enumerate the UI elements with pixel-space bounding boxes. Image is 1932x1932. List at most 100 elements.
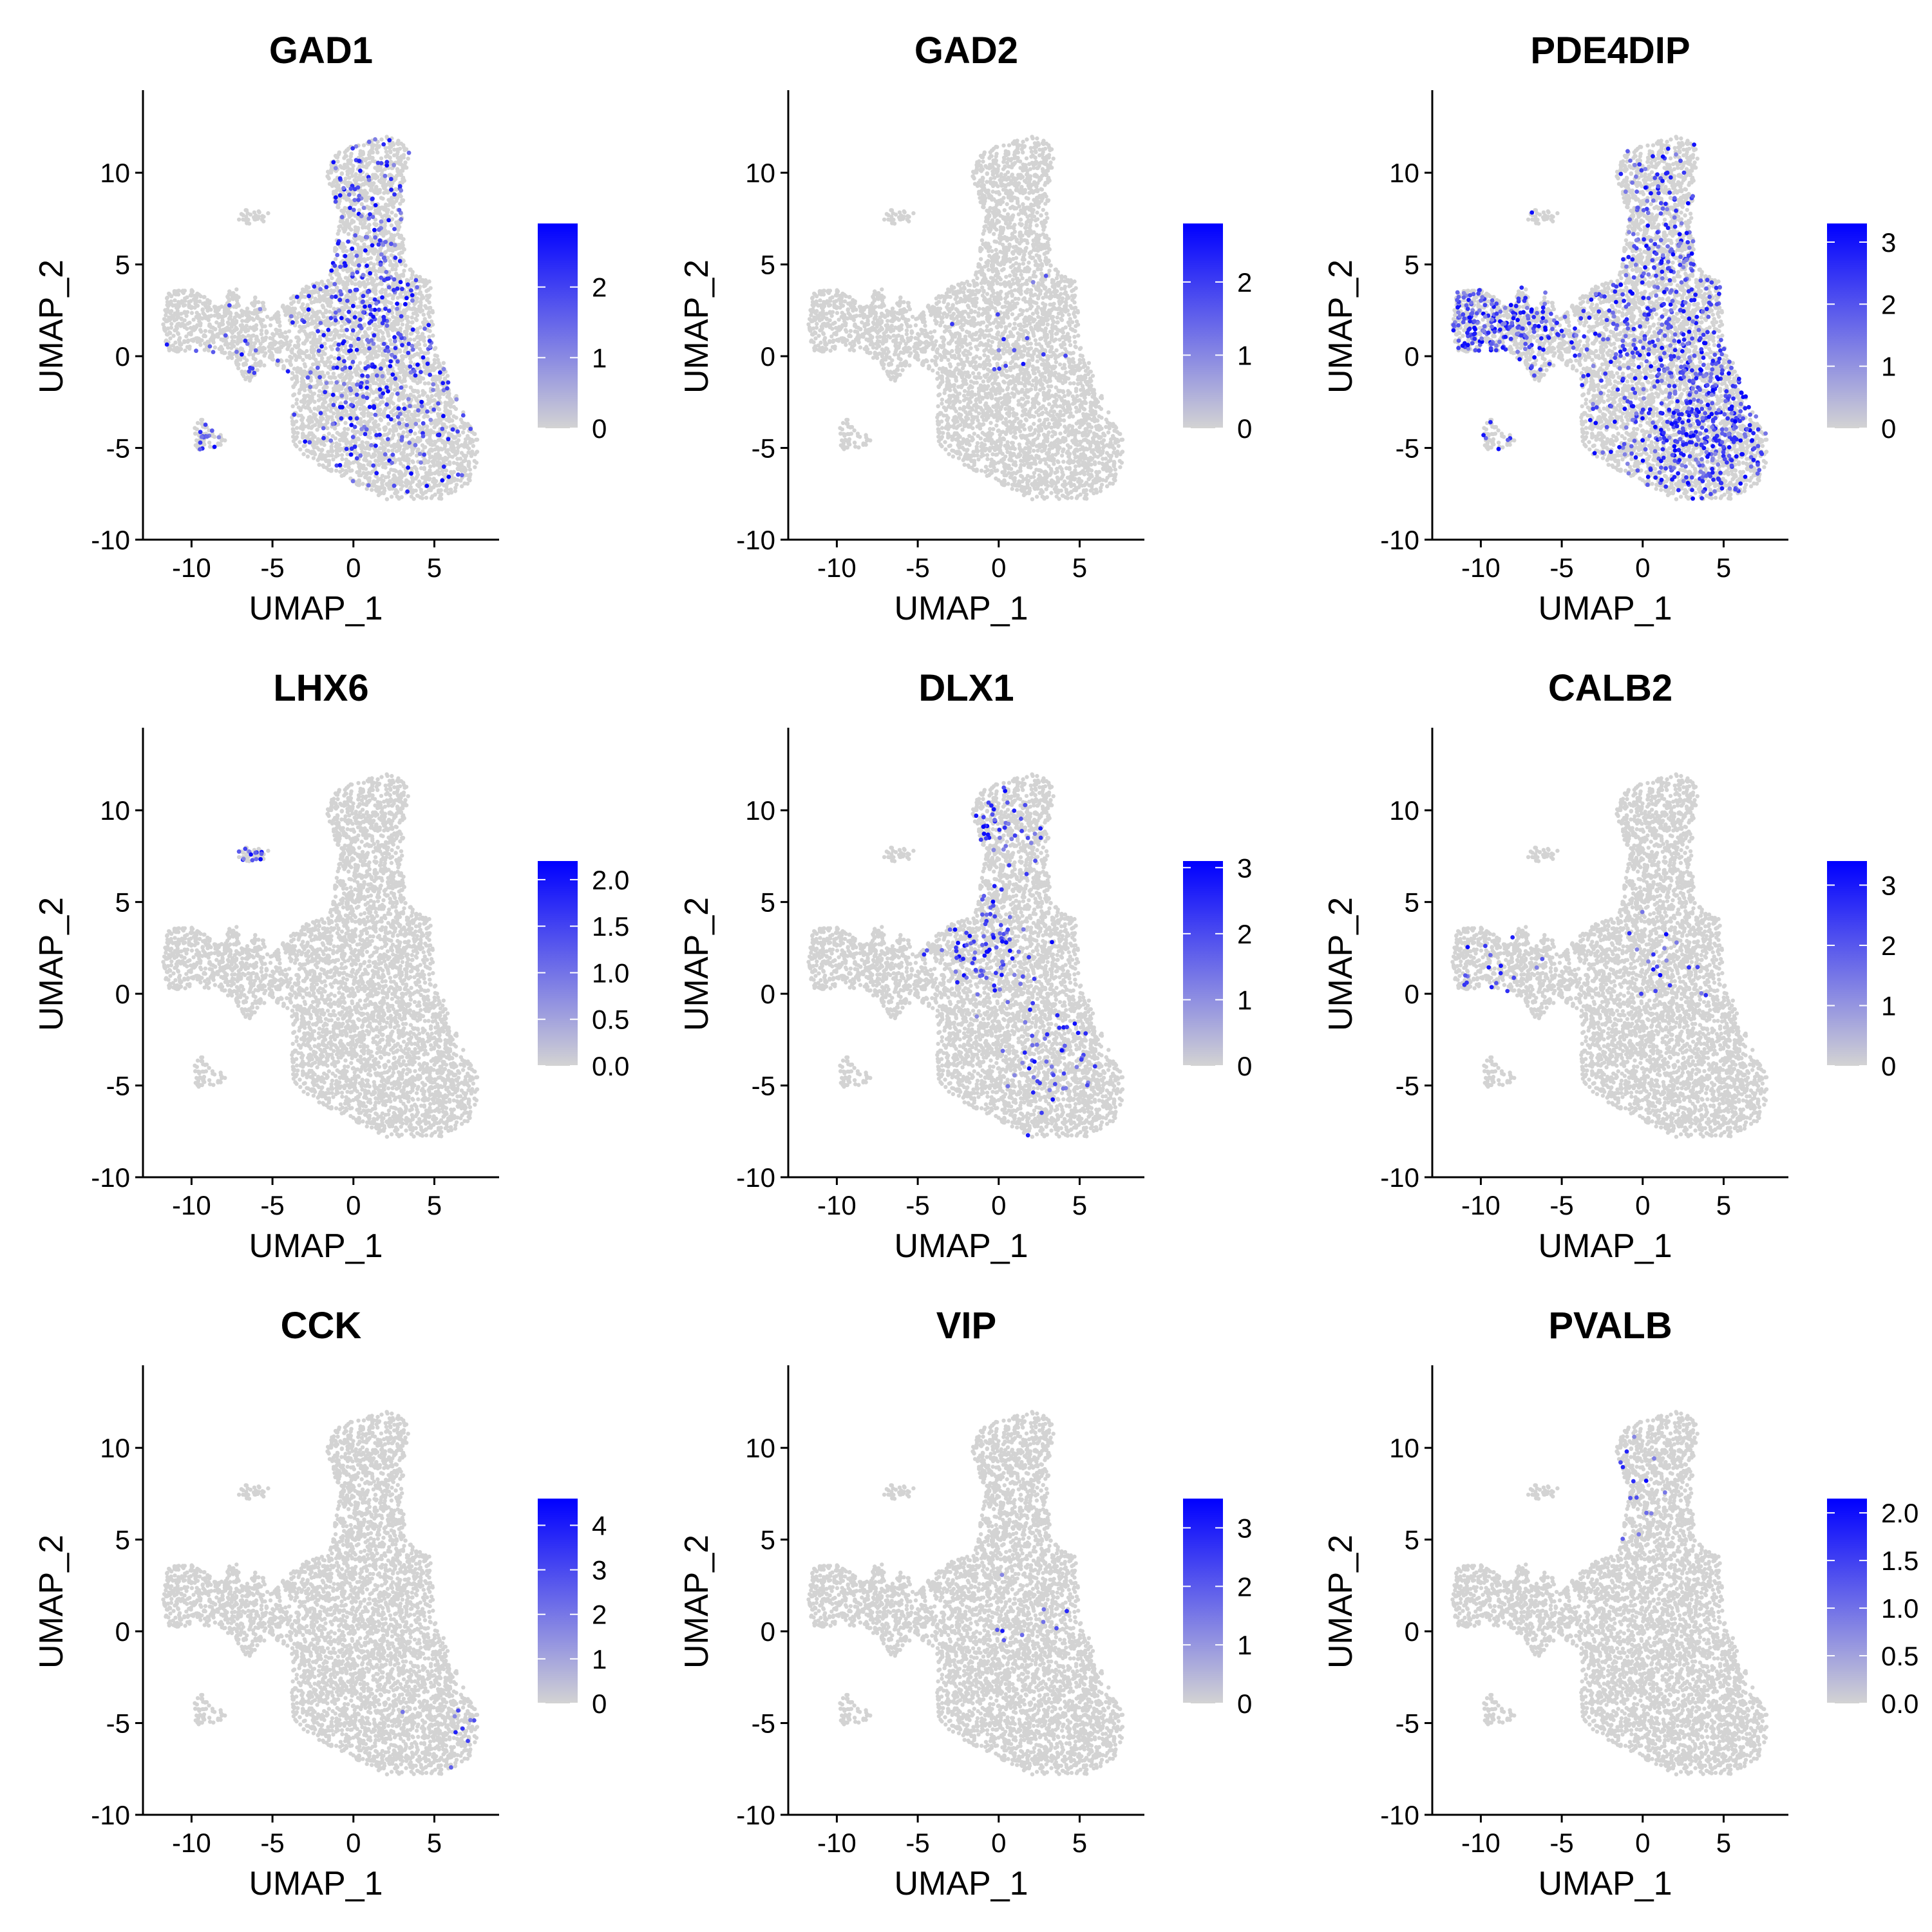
expressing-cell [419,400,424,404]
cell-point [223,304,227,308]
cell-point [392,433,395,437]
cell-point [321,315,325,319]
cell-point [401,199,404,203]
expressing-cell [338,289,343,294]
cell-point [184,334,188,338]
cell-point [301,307,305,311]
cell-point [337,412,341,415]
cell-point [392,468,395,472]
cell-point [450,419,454,422]
cell-point [365,473,368,477]
expressing-cell [379,366,383,371]
cell-point [406,156,410,160]
cell-point [438,363,442,367]
expressing-cell [329,269,334,273]
expressing-cell [346,310,351,314]
cell-point [376,337,380,341]
cell-point [336,442,339,446]
cell-point [336,279,339,283]
cell-point [298,330,301,334]
cell-point [292,366,296,370]
expressing-cell [353,315,357,319]
cell-point [428,464,432,468]
cell-point [421,377,425,381]
cell-point [344,458,348,462]
cell-point [189,299,193,303]
cell-point [242,356,246,360]
cell-point [185,296,189,299]
cell-point [240,212,243,216]
cell-point [281,364,285,368]
cell-point [467,446,471,450]
cell-point [317,406,321,410]
expressing-cell [334,200,338,204]
cell-point [379,290,383,294]
cell-point [310,316,314,319]
expressing-cell [382,256,386,260]
expressing-cell [340,215,345,220]
cell-point [401,392,405,395]
cell-point [220,318,224,322]
cell-point [373,327,377,331]
expressing-cell [339,393,344,398]
cell-point [357,280,361,284]
expressing-cell [351,328,355,333]
cell-point [190,290,194,294]
cell-point [295,380,299,384]
cell-point [396,322,400,326]
cell-point [312,348,316,352]
cell-point [377,325,381,328]
expressing-cell [198,447,202,451]
expressing-cell [445,386,450,391]
cell-point [412,306,416,310]
cell-point [218,347,222,351]
expressing-cell [208,345,213,349]
cell-point [193,426,196,430]
expressing-cell [374,413,378,417]
cell-point [175,328,178,332]
cell-point [339,209,343,213]
expressing-cell [389,177,393,182]
cell-point [344,166,348,169]
expressing-cell [386,349,390,354]
cell-point [366,278,370,281]
cell-point [469,454,473,458]
cell-point [367,156,371,160]
cell-point [379,329,383,333]
cell-point [383,303,387,307]
cell-point [337,374,341,377]
cell-point [171,348,175,352]
cell-point [229,312,232,316]
cell-point [302,382,306,386]
cell-point [207,440,211,444]
cell-point [299,295,303,299]
expressing-cell [431,388,435,392]
cell-point [416,436,420,440]
expressing-cell [331,160,336,165]
cell-point [451,424,455,428]
cell-point [415,399,419,402]
expressing-cell [318,287,323,292]
cell-point [375,209,379,213]
expressing-cell [307,294,311,298]
expressing-cell [367,321,372,325]
cell-point [183,299,187,303]
cell-point [428,286,432,290]
cell-point [408,453,412,457]
cell-point [468,472,472,476]
expressing-cell [328,439,333,443]
expressing-cell [341,367,345,372]
cell-point [234,326,238,330]
cell-point [377,383,381,386]
cell-point [413,379,417,383]
cell-point [426,459,430,463]
cell-point [193,431,197,435]
cell-point [403,330,407,334]
cell-point [234,319,238,323]
cell-point [387,486,391,490]
cell-point [355,243,359,247]
cell-point [372,452,375,456]
cell-point [379,401,383,404]
cell-point [423,490,427,494]
